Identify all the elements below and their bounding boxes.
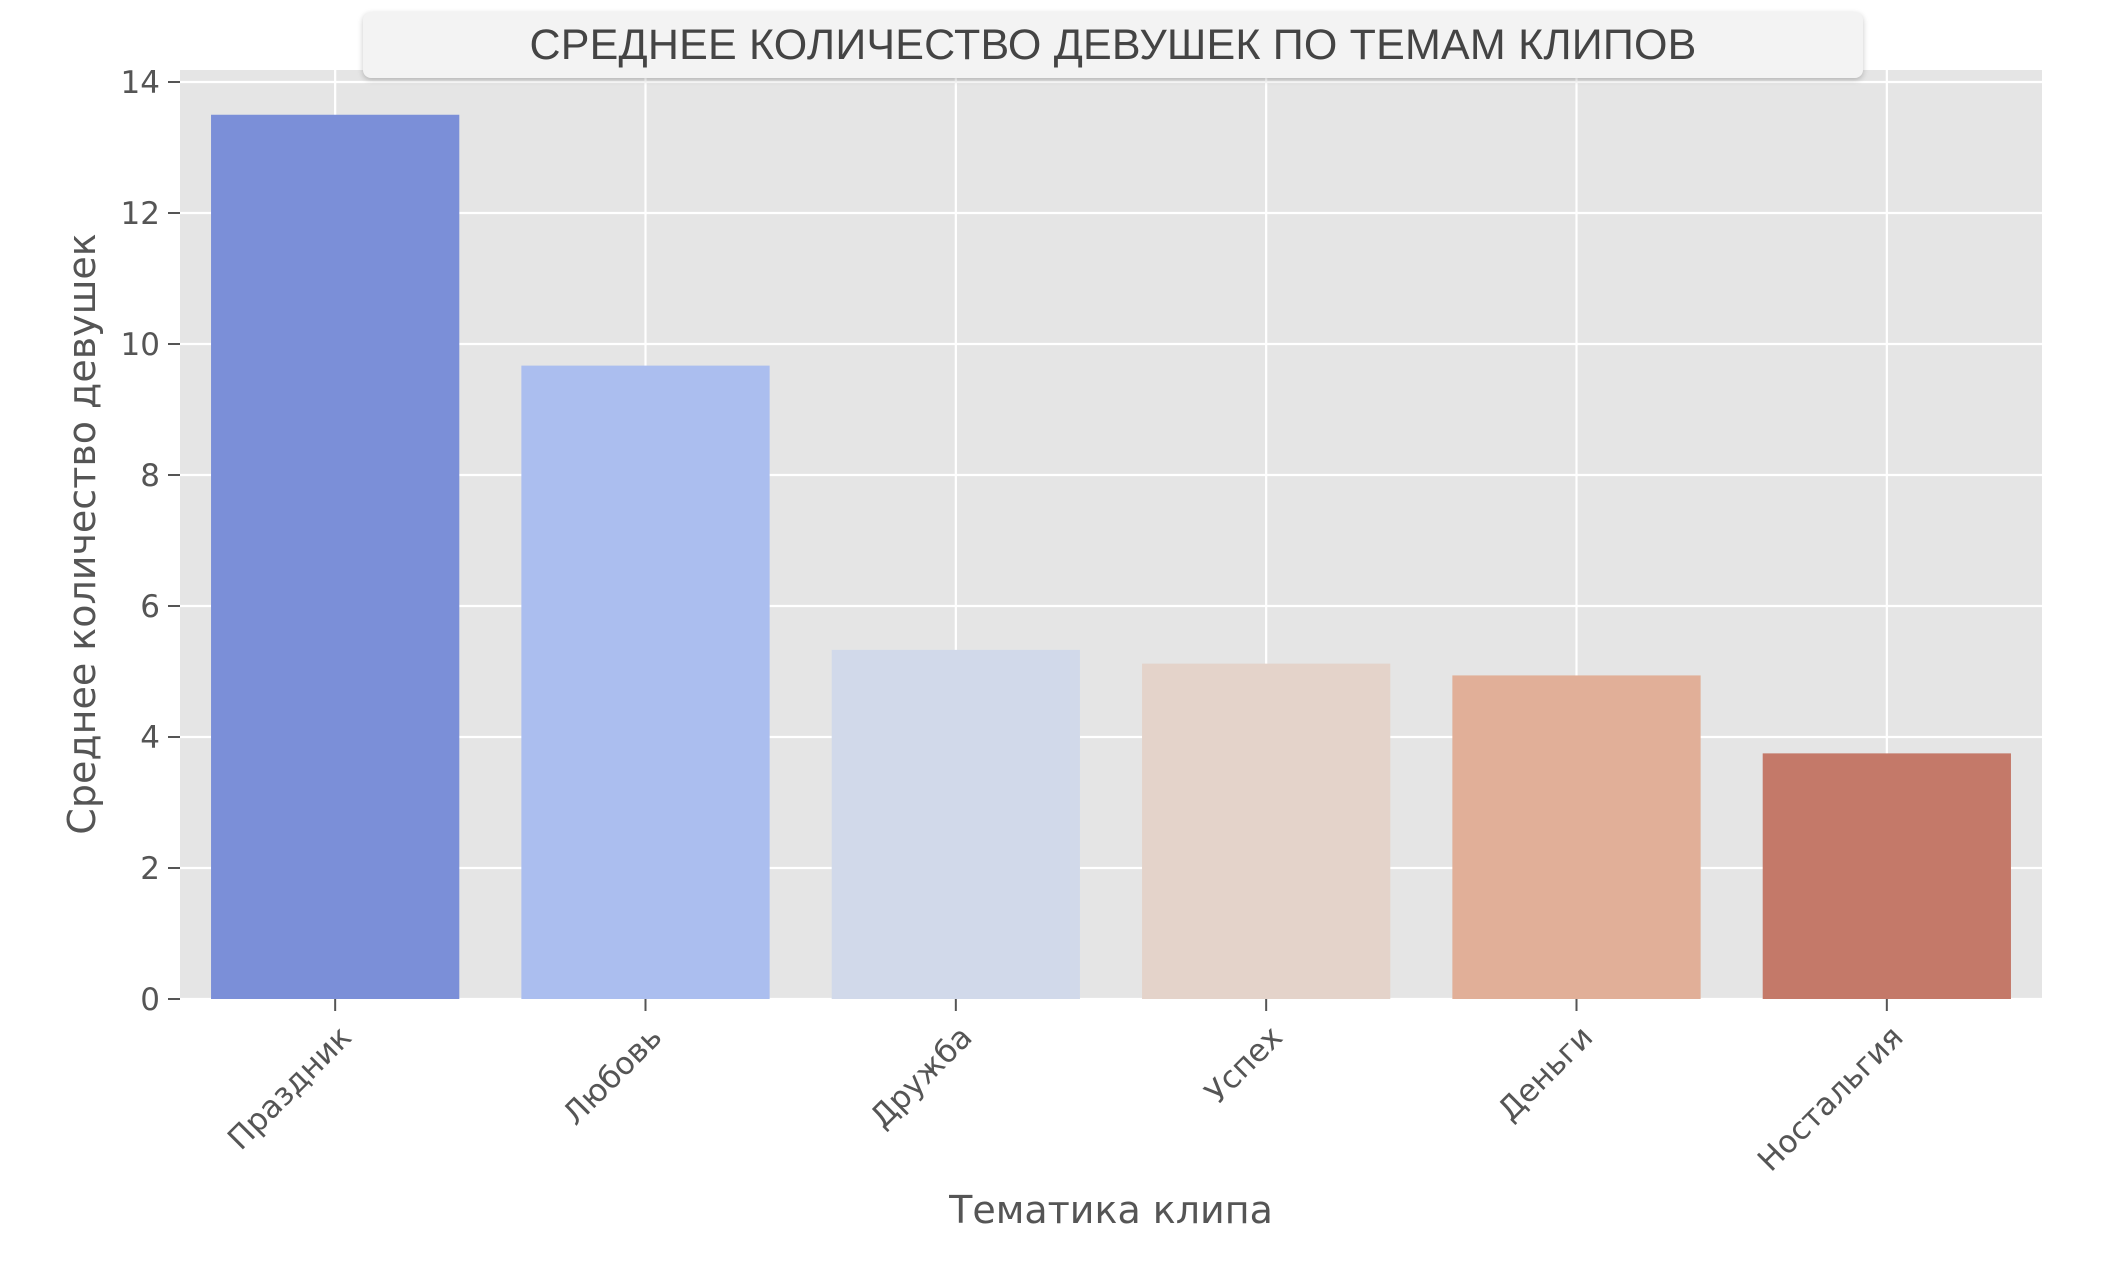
y-axis: 0 2 4 6 8 10 12 14: [121, 65, 180, 1018]
x-tick-label: Деньги: [1491, 1019, 1600, 1128]
y-tick-label: 0: [140, 982, 160, 1018]
bar: [1762, 753, 2011, 999]
x-tick-label: Успех: [1198, 1019, 1290, 1111]
bar: [831, 649, 1080, 999]
plot-background: [180, 70, 2042, 999]
y-tick-label: 12: [121, 196, 160, 232]
y-tick-label: 4: [140, 720, 160, 756]
x-tick-label: Любовь: [556, 1019, 669, 1132]
x-axis: Праздник Любовь Дружба Успех Деньги Ностальги…: [221, 999, 1910, 1179]
y-tick-label: 10: [121, 327, 160, 363]
bar: [211, 114, 460, 999]
bar: [1452, 675, 1701, 999]
x-tick-label: Праздник: [221, 1019, 359, 1157]
y-tick-label: 14: [121, 65, 160, 101]
y-tick-label: 2: [140, 851, 160, 887]
y-axis-label: Среднее количество девушек: [60, 233, 104, 834]
x-tick-label: Ностальгия: [1751, 1019, 1910, 1178]
x-axis-label: Тематика клипа: [948, 1188, 1273, 1232]
chart-title: СРЕДНЕЕ КОЛИЧЕСТВО ДЕВУШЕК ПО ТЕМАМ КЛИП…: [363, 12, 1863, 78]
x-tick-label: Дружба: [863, 1019, 979, 1135]
bar: [521, 365, 770, 999]
bar: [1142, 663, 1391, 999]
y-tick-label: 8: [140, 458, 160, 494]
bars: [211, 114, 2011, 999]
y-tick-label: 6: [140, 589, 160, 625]
